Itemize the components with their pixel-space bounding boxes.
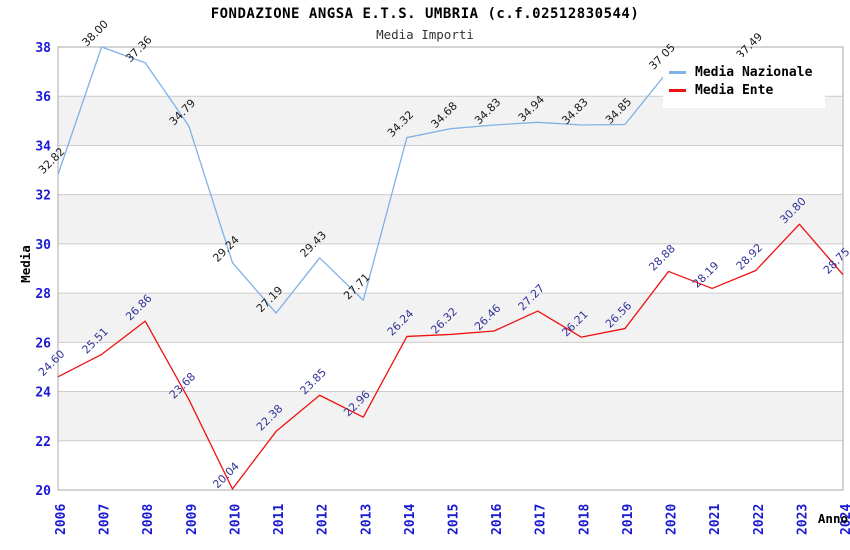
y-tick-label: 28 — [35, 287, 51, 302]
series-line-media-nazionale — [57, 46, 756, 314]
x-tick-label: 2021 — [708, 504, 723, 535]
x-tick-label: 2006 — [54, 504, 69, 535]
x-tick-label: 2014 — [403, 504, 418, 535]
x-tick-label: 2024 — [839, 504, 850, 535]
x-tick-label: 2009 — [185, 504, 200, 535]
legend-label: Media Ente — [695, 83, 774, 98]
y-tick-label: 24 — [35, 386, 51, 401]
point-label: 28.92 — [734, 241, 765, 272]
legend-marker-icon — [669, 89, 686, 92]
x-tick-label: 2013 — [359, 504, 374, 535]
y-tick-label: 22 — [35, 435, 51, 450]
x-tick-label: 2012 — [316, 504, 331, 535]
point-label: 20.04 — [210, 460, 241, 491]
x-tick-label: 2022 — [752, 504, 767, 535]
y-tick-label: 34 — [35, 139, 51, 154]
x-tick-label: 2016 — [490, 504, 505, 535]
x-tick-label: 2015 — [447, 504, 462, 535]
point-label: 28.75 — [821, 245, 850, 276]
series-line-media-ente — [57, 223, 844, 490]
point-label: 38.00 — [80, 18, 111, 49]
x-tick-label: 2011 — [272, 504, 287, 535]
y-tick-label: 32 — [35, 189, 51, 204]
x-tick-label: 2020 — [665, 504, 680, 535]
y-axis-title: Media — [18, 245, 33, 283]
x-tick-label: 2018 — [577, 504, 592, 535]
x-tick-label: 2010 — [228, 504, 243, 535]
legend-item-media-nazionale: Media Nazionale — [669, 65, 821, 80]
y-tick-label: 30 — [35, 238, 51, 253]
chart-title: FONDAZIONE ANGSA E.T.S. UMBRIA (c.f.0251… — [210, 6, 640, 22]
x-tick-label: 2023 — [795, 504, 810, 535]
x-tick-label: 2017 — [534, 504, 549, 535]
x-tick-label: 2007 — [98, 504, 113, 535]
x-tick-label: 2019 — [621, 504, 636, 535]
point-label: 28.88 — [646, 242, 677, 273]
plot-border — [57, 46, 844, 491]
y-tick-label: 26 — [35, 336, 51, 351]
legend-marker-icon — [669, 71, 686, 74]
legend-item-media-ente: Media Ente — [669, 83, 821, 98]
legend-label: Media Nazionale — [695, 65, 813, 80]
legend: Media Nazionale Media Ente — [663, 57, 825, 108]
x-axis-title: Anno — [818, 511, 848, 526]
band — [58, 194, 843, 244]
y-tick-label: 36 — [35, 90, 51, 105]
y-tick-label: 38 — [35, 41, 51, 56]
y-tick-label: 20 — [35, 484, 51, 499]
x-tick-label: 2008 — [141, 504, 156, 535]
chart-subtitle: Media Importi — [376, 27, 474, 42]
